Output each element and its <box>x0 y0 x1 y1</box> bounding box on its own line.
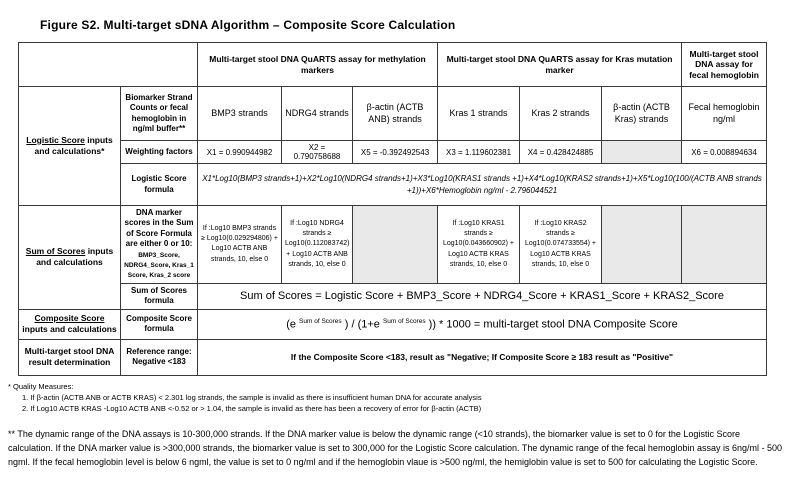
section-label-sum-rest: inputs and calculations <box>36 245 114 268</box>
dna-marker-scores-text: DNA marker scores in the Sum of Score Fo… <box>124 208 194 249</box>
column-header-fecal-hemoglobin: Fecal hemoglobin ng/ml <box>681 86 768 141</box>
dynamic-range-note: ** The dynamic range of the DNA assays i… <box>8 429 783 468</box>
composite-formula-part1: (e <box>286 318 300 331</box>
row-header-dna-marker-scores: DNA marker scores in the Sum of Score Fo… <box>120 205 198 284</box>
column-header-kras1: Kras 1 strands <box>437 86 521 141</box>
section-label-composite: Composite Score inputs and calculations <box>18 308 121 340</box>
result-rule: If the Composite Score <183, result as "… <box>196 338 768 376</box>
group-header-row: Multi-target stool DNA QuARTS assay for … <box>18 42 768 87</box>
group-header-methylation: Multi-target stool DNA QuARTS assay for … <box>196 42 439 87</box>
composite-formula-part3: )) * 1000 = multi-target stool DNA Compo… <box>425 318 678 331</box>
row-header-logistic-formula: Logistic Score formula <box>120 163 198 206</box>
composite-formula-sup2: Sum of Scores <box>382 317 426 325</box>
group-header-hemoglobin: Multi-target stool DNA assay for fecal h… <box>681 42 768 87</box>
sum-of-scores-formula-row: Sum of Scores formula Sum of Scores = Lo… <box>19 282 768 310</box>
section-label-sum-underlined: Sum of Scores <box>25 245 86 256</box>
section-label-composite-underlined: Composite Score <box>34 312 105 323</box>
column-header-kras2: Kras 2 strands <box>519 86 603 141</box>
composite-formula-part2: ) / (1+e <box>341 318 383 331</box>
weighting-factor-x4: X4 = 0.428424885 <box>519 140 603 164</box>
row-header-weighting-factors: Weighting factors <box>120 140 198 164</box>
weighting-factor-x6: X6 = 0.008894634 <box>681 140 768 164</box>
result-determination-row: Multi-target stool DNA result determinat… <box>18 338 768 376</box>
composite-formula-sup1: Sum of Scores <box>299 317 342 325</box>
sum-of-scores-formula: Sum of Scores = Logistic Score + BMP3_Sc… <box>196 282 768 310</box>
quality-measure-2: 2. If Log10 ACTB KRAS -Log10 ACTB ANB <-… <box>22 404 482 414</box>
row-header-reference-range: Reference range: Negative <183 <box>120 338 198 376</box>
column-header-bmp3: BMP3 strands <box>197 86 282 141</box>
column-header-ndrg4: NDRG4 strands <box>281 86 353 141</box>
figure-title: Figure S2. Multi-target sDNA Algorithm –… <box>40 18 456 32</box>
quality-measures-footnotes: * Quality Measures: 1. If β-actin (ACTB … <box>8 381 792 415</box>
section-label-logistic-underlined: Logistic Score <box>26 134 85 145</box>
shaded-empty-cell <box>681 205 768 284</box>
shaded-empty-cell <box>601 205 683 284</box>
weighting-factor-x2: X2 = 0.790758688 <box>281 140 353 164</box>
column-header-actb-kras: β-actin (ACTB Kras) strands <box>601 86 683 141</box>
algorithm-table: Multi-target stool DNA QuARTS assay for … <box>18 42 768 376</box>
kras2-score-rule: If :Log10 KRAS2 strands ≥ Log10(0.074733… <box>519 205 603 284</box>
bmp3-score-rule: If :Log10 BMP3 strands ≥ Log10(0.0292948… <box>197 205 282 284</box>
kras1-score-rule: If :Log10 KRAS1 strands ≥ Log10(0.043660… <box>437 205 521 284</box>
composite-score-formula-row: Composite Score inputs and calculations … <box>18 308 768 340</box>
marker-score-rules-row: Sum of Scores inputs and calculations DN… <box>18 205 768 310</box>
document-page: Figure S2. Multi-target sDNA Algorithm –… <box>0 18 792 491</box>
row-header-sum-formula: Sum of Scores formula <box>120 282 198 310</box>
column-header-actb-anb: β-actin (ACTB ANB) strands <box>351 86 439 141</box>
column-header-row: Logistic Score inputs and calculations* … <box>18 86 768 206</box>
quality-measure-1: 1. If β-actin (ACTB ANB or ACTB KRAS) < … <box>22 392 482 402</box>
section-label-result: Multi-target stool DNA result determinat… <box>18 338 121 376</box>
logistic-score-formula: X1*Log10(BMP3 strands+1)+X2*Log10(NDRG4 … <box>196 163 768 206</box>
row-header-biomarker-counts: Biomarker Strand Counts or fecal hemoglo… <box>120 86 198 141</box>
ndrg4-score-rule: If :Log10 NDRG4 strands ≥ Log10(0.112083… <box>281 205 353 284</box>
composite-score-formula: (e Sum of Scores ) / (1+e Sum of Scores … <box>196 308 768 340</box>
weighting-factors-row: Weighting factors X1 = 0.990944982 X2 = … <box>19 140 768 164</box>
section-label-logistic-rest: inputs and calculations* <box>34 134 113 156</box>
dna-marker-scores-list: BMP3_Score, NDRG4_Score, Kras_1 Score, K… <box>124 251 194 280</box>
weighting-factor-x3: X3 = 1.119602381 <box>437 140 521 164</box>
shaded-empty-cell <box>351 205 439 284</box>
weighting-factor-x5: X5 = -0.392492543 <box>351 140 439 164</box>
shaded-empty-cell <box>601 140 683 164</box>
section-label-logistic: Logistic Score inputs and calculations* <box>18 86 121 206</box>
weighting-factor-x1: X1 = 0.990944982 <box>197 140 282 164</box>
group-header-kras: Multi-target stool DNA QuARTS assay for … <box>437 42 683 87</box>
row-header-composite-formula: Composite Score formula <box>120 308 198 340</box>
section-label-composite-rest: inputs and calculations <box>22 324 117 335</box>
quality-measures-title: * Quality Measures: <box>8 381 74 391</box>
blank-corner-cell <box>18 42 198 87</box>
section-label-sum-of-scores: Sum of Scores inputs and calculations <box>18 205 121 310</box>
logistic-formula-row: Logistic Score formula X1*Log10(BMP3 str… <box>19 163 768 206</box>
